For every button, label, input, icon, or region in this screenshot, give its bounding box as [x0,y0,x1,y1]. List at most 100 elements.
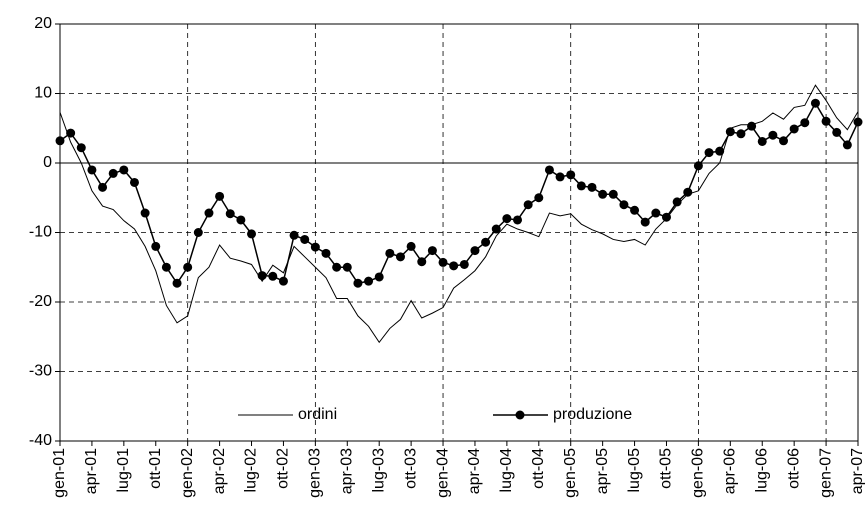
marker [779,136,789,146]
marker [76,143,86,153]
marker [183,262,193,272]
x-tick-label: gen-05 [562,448,579,498]
marker [289,230,299,240]
x-tick-label: gen-07 [817,448,834,498]
marker [523,200,533,210]
marker [247,229,257,239]
marker [693,161,703,171]
x-tick-label: apr-07 [849,448,865,494]
marker [587,182,597,192]
marker [321,248,331,258]
marker [268,271,278,281]
x-tick-label: gen-04 [434,448,451,498]
marker [704,148,714,158]
marker [172,278,182,288]
marker [225,209,235,219]
marker [715,146,725,156]
marker [395,252,405,262]
marker [747,121,757,131]
marker [640,217,650,227]
x-tick-label: apr-06 [722,448,739,494]
x-tick-label: gen-06 [690,448,707,498]
marker [768,130,778,140]
marker [449,261,459,271]
y-tick-label: -30 [29,363,52,380]
marker [236,215,246,225]
marker [481,237,491,247]
marker [842,140,852,150]
marker [129,177,139,187]
marker [427,246,437,256]
x-tick-label: ott-06 [785,448,802,489]
y-tick-label: 0 [43,154,52,171]
marker [576,181,586,191]
x-tick-label: apr-03 [338,448,355,494]
marker [417,257,427,267]
marker [140,208,150,218]
marker [832,127,842,137]
marker [66,128,76,138]
marker [736,129,746,139]
marker [193,228,203,237]
marker [598,189,608,199]
x-tick-label: ott-05 [658,448,675,489]
marker [161,262,171,272]
marker [661,212,671,222]
x-tick-label: lug-03 [370,448,387,493]
series-line [59,101,859,285]
x-tick-label: ott-02 [275,448,292,489]
y-tick-label: 20 [34,15,52,32]
x-tick-label: apr-01 [83,448,100,494]
marker [300,234,310,244]
x-tick-label: gen-01 [51,448,68,498]
marker [278,276,288,286]
marker [853,117,863,127]
x-tick-label: ott-04 [530,448,547,489]
marker [683,187,693,197]
marker [119,165,129,175]
marker [332,262,342,272]
marker [87,165,97,175]
marker [151,241,161,251]
marker [470,246,480,256]
x-tick-label: ott-01 [147,448,164,489]
y-tick-label: -20 [29,293,52,310]
marker [342,262,352,272]
marker [757,136,767,146]
marker [544,165,554,175]
y-tick-label: 10 [34,85,52,102]
x-tick-label: ott-03 [402,448,419,489]
marker [821,116,831,126]
marker [555,172,565,182]
marker [204,208,214,218]
legend-label: produzione [553,406,632,423]
x-tick-label: apr-05 [594,448,611,494]
marker [215,191,225,201]
marker [513,215,523,225]
marker [385,248,395,258]
marker [672,197,682,207]
marker [55,136,65,146]
legend-label: ordini [298,406,337,423]
marker [364,276,374,286]
series-line [59,84,859,344]
marker [619,200,629,210]
marker [459,259,469,269]
marker [98,182,108,192]
marker [789,124,799,134]
marker [810,98,820,108]
marker [566,170,576,180]
marker [725,127,735,137]
marker [353,278,363,288]
legend-marker [515,410,525,420]
x-tick-label: gen-02 [179,448,196,498]
y-tick-label: -40 [29,432,52,449]
x-tick-label: gen-03 [307,448,324,498]
marker [257,271,267,281]
marker [502,214,512,224]
x-tick-label: apr-02 [211,448,228,494]
marker [406,241,416,251]
marker [491,224,501,234]
